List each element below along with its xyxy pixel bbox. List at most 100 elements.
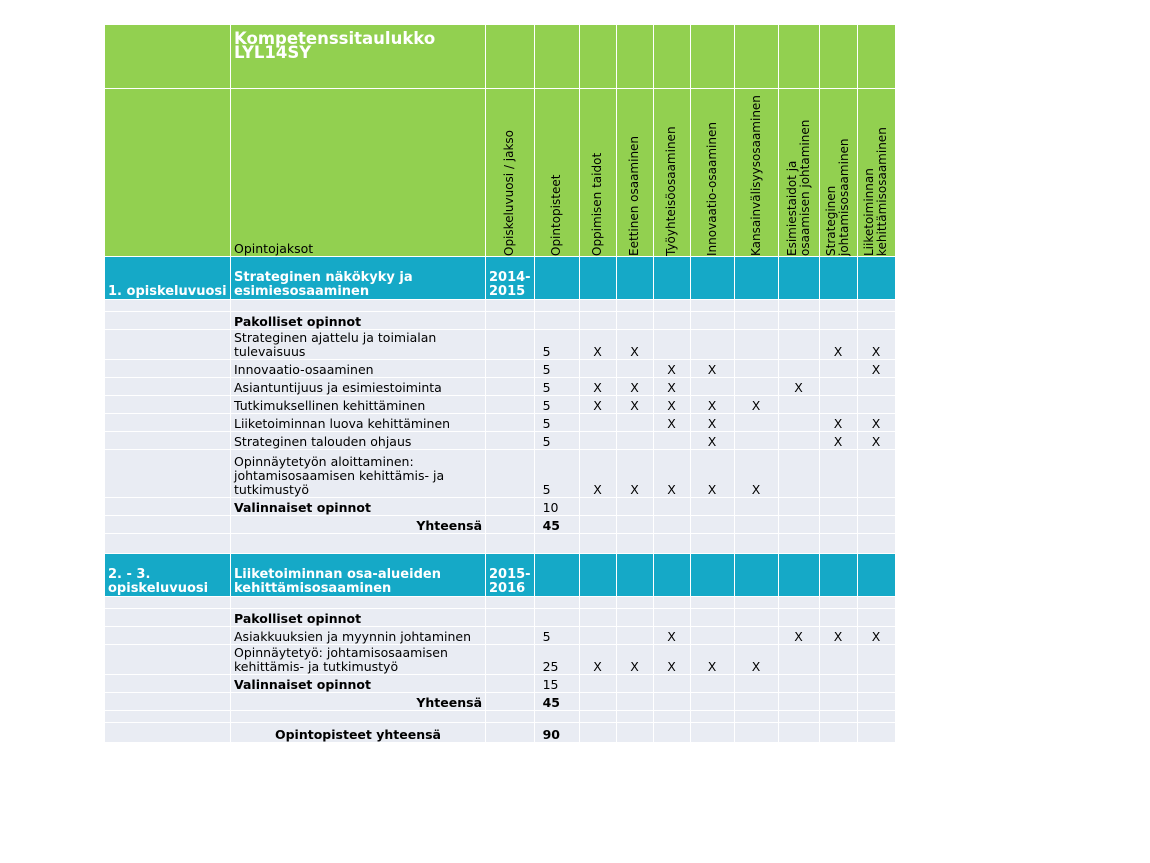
section-year-label: 2. - 3. opiskeluvuosi [104,553,231,597]
competence-mark [856,395,896,414]
competence-mark: X [856,431,896,450]
competence-mark: X [615,377,654,396]
competence-mark: X [856,329,896,360]
competence-mark [777,449,820,498]
grand-total-row: Opintopisteet yhteensä 90 [104,722,896,743]
course-credits: 5 [533,359,580,378]
grand-total-credits: 90 [533,722,580,743]
competence-mark [856,449,896,498]
competence-mark: X [777,377,820,396]
course-credits: 25 [533,644,580,675]
table-title: Kompetenssitaulukko LYL14SY [230,24,486,89]
grand-total-label: Opintopisteet yhteensä [230,722,486,743]
competence-mark [578,431,617,450]
competence-mark: X [578,449,617,498]
competence-mark [733,329,779,360]
course-credits: 5 [533,395,580,414]
course-credits: 5 [533,626,580,645]
competence-mark [818,359,858,378]
competence-mark [777,359,820,378]
competence-table: Kompetenssitaulukko LYL14SY Opintojaksot O… [104,24,896,743]
spacer-row [104,596,896,609]
competence-mark: X [615,449,654,498]
course-credits: 5 [533,377,580,396]
competence-mark: X [733,449,779,498]
competence-mark [777,431,820,450]
course-name: Opinnäytetyön aloittaminen: johtamisosaa… [230,449,486,498]
competence-mark: X [689,359,735,378]
competence-mark [777,413,820,432]
header-competence: Strateginen johtamisosaaminen [824,138,852,256]
course-name: Tutkimuksellinen kehittäminen [230,395,486,414]
competence-mark [689,626,735,645]
header-competence: Kansainvälisyysosaaminen [748,95,763,256]
competence-mark: X [615,329,654,360]
competence-mark [615,431,654,450]
table-row: Tutkimuksellinen kehittäminen 5 X X X X X [104,395,896,414]
course-name: Opinnäytetyö: johtamisosaamisen kehittäm… [230,644,486,675]
competence-mark [578,626,617,645]
competence-mark [856,644,896,675]
competence-mark [578,413,617,432]
competence-mark [818,449,858,498]
header-row: Opintojaksot Opiskeluvuosi / jakso Opintop… [104,88,896,257]
competence-mark: X [818,413,858,432]
competence-mark [615,413,654,432]
course-credits: 5 [533,329,580,360]
header-competence: Eettinen osaaminen [627,135,642,256]
course-credits: 5 [533,431,580,450]
competence-mark [733,431,779,450]
competence-mark [733,359,779,378]
section-header-row: 1. opiskeluvuosi Strateginen näkökyky ja … [104,256,896,300]
section-header-row: 2. - 3. opiskeluvuosi Liiketoiminnan osa-… [104,553,896,597]
competence-mark [777,395,820,414]
spacer-row [104,710,896,723]
section-period: 2015-2016 [485,553,535,597]
table-row: Liiketoiminnan luova kehittäminen 5 X X X X [104,413,896,432]
elective-credits: 10 [533,497,580,516]
elective-credits: 15 [533,674,580,693]
header-year: Opiskeluvuosi / jakso [502,129,517,256]
table-row: Innovaatio-osaaminen 5 X X X [104,359,896,378]
total-credits: 45 [533,515,580,534]
course-name: Liiketoiminnan luova kehittäminen [230,413,486,432]
competence-mark [777,644,820,675]
total-row: Yhteensä 45 [104,692,896,711]
course-name: Strateginen talouden ohjaus [230,431,486,450]
total-credits: 45 [533,692,580,711]
competence-mark: X [689,644,735,675]
table-row: Strateginen ajattelu ja toimialan tuleva… [104,329,896,360]
competence-mark: X [652,644,691,675]
competence-mark: X [652,359,691,378]
table-row: Strateginen talouden ohjaus 5 X X X [104,431,896,450]
competence-mark [578,359,617,378]
competence-mark [615,626,654,645]
header-competence: Työyhteisöosaaminen [664,126,679,256]
competence-mark [777,329,820,360]
mandatory-row: Pakolliset opinnot [104,608,896,627]
competence-mark: X [689,449,735,498]
header-competence: Esimiestaidot ja osaamisen johtaminen [784,119,812,256]
elective-label: Valinnaiset opinnot [230,497,486,516]
section-period: 2014-2015 [485,256,535,300]
section-year-label: 1. opiskeluvuosi [104,256,231,300]
course-name: Strateginen ajattelu ja toimialan tuleva… [230,329,486,360]
total-label: Yhteensä [230,515,486,534]
competence-mark [689,329,735,360]
elective-label: Valinnaiset opinnot [230,674,486,693]
competence-mark: X [818,431,858,450]
header-courses: Opintojaksot [230,88,486,257]
competence-mark: X [689,431,735,450]
competence-mark: X [733,395,779,414]
competence-mark [733,626,779,645]
competence-mark: X [652,626,691,645]
total-label: Yhteensä [230,692,486,711]
course-credits: 5 [533,449,580,498]
competence-mark: X [652,377,691,396]
competence-mark: X [578,377,617,396]
competence-mark: X [689,395,735,414]
header-competence: Innovaatio-osaaminen [704,122,719,256]
header-credits: Opintopisteet [549,174,564,256]
spacer-row [104,299,896,312]
competence-mark: X [818,329,858,360]
